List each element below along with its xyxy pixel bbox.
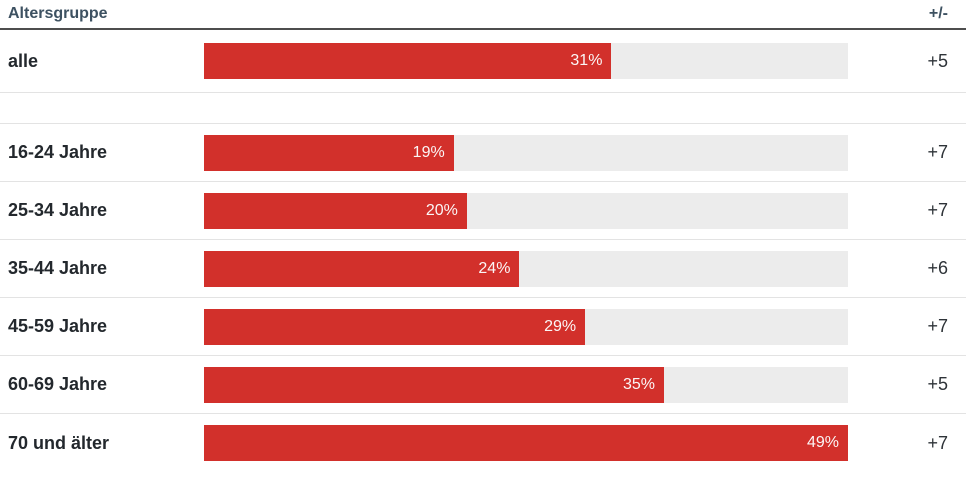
bar-track: 20% xyxy=(204,192,848,229)
bar-track: 31% xyxy=(204,43,848,79)
delta-value: +7 xyxy=(927,200,948,220)
bar-fill: 31% xyxy=(204,43,612,79)
bar-track: 35% xyxy=(204,366,848,403)
chart-row: 16-24 Jahre 19% +7 xyxy=(0,124,966,182)
bar-value-label: 49% xyxy=(806,434,839,451)
delta-value: +5 xyxy=(927,374,948,394)
bar-track: 19% xyxy=(204,134,848,171)
bar-fill: 19% xyxy=(204,134,454,171)
chart-rows: alle 31% +5 16-24 Jahre 19% +7 25-34 Jah… xyxy=(0,30,966,472)
row-label: 35-44 Jahre xyxy=(8,258,108,278)
bar-fill: 29% xyxy=(204,308,586,345)
bar-value-label: 29% xyxy=(544,317,577,335)
bar-track: 24% xyxy=(204,250,848,287)
row-label: 70 und älter xyxy=(8,432,110,453)
chart-row: 25-34 Jahre 20% +7 xyxy=(0,182,966,240)
bar-track: 29% xyxy=(204,308,848,345)
chart-row: 70 und älter 49% +7 xyxy=(0,414,966,472)
bar-value-label: 35% xyxy=(622,375,655,393)
row-label: 25-34 Jahre xyxy=(8,200,108,220)
chart-row: 35-44 Jahre 24% +6 xyxy=(0,240,966,298)
bar-value-label: 31% xyxy=(570,52,603,69)
delta-value: +6 xyxy=(927,258,948,278)
row-label: alle xyxy=(8,50,39,71)
category-column-header: Altersgruppe xyxy=(8,5,108,22)
row-label: 60-69 Jahre xyxy=(8,374,108,394)
row-label: 45-59 Jahre xyxy=(8,316,108,336)
chart-row: 45-59 Jahre 29% +7 xyxy=(0,298,966,356)
delta-value: +7 xyxy=(927,432,948,453)
delta-value: +7 xyxy=(927,142,948,162)
group-spacer-row xyxy=(0,93,966,124)
bar-fill: 49% xyxy=(204,425,848,461)
bar-fill: 24% xyxy=(204,250,520,287)
delta-column-header: +/- xyxy=(928,5,948,22)
bar-fill: 20% xyxy=(204,192,467,229)
bar-value-label: 24% xyxy=(478,259,511,277)
chart-row: 60-69 Jahre 35% +5 xyxy=(0,356,966,414)
chart-row: alle 31% +5 xyxy=(0,30,966,93)
bar-value-label: 19% xyxy=(412,143,445,161)
bar-value-label: 20% xyxy=(425,201,458,219)
bar-track: 49% xyxy=(204,425,848,461)
row-label: 16-24 Jahre xyxy=(8,142,108,162)
chart-header-row: Altersgruppe +/- xyxy=(0,0,966,30)
bar-fill: 35% xyxy=(204,366,664,403)
delta-value: +7 xyxy=(927,316,948,336)
age-group-bar-chart: Altersgruppe +/- alle 31% +5 16-24 Jahre… xyxy=(0,0,966,472)
delta-value: +5 xyxy=(927,50,948,71)
